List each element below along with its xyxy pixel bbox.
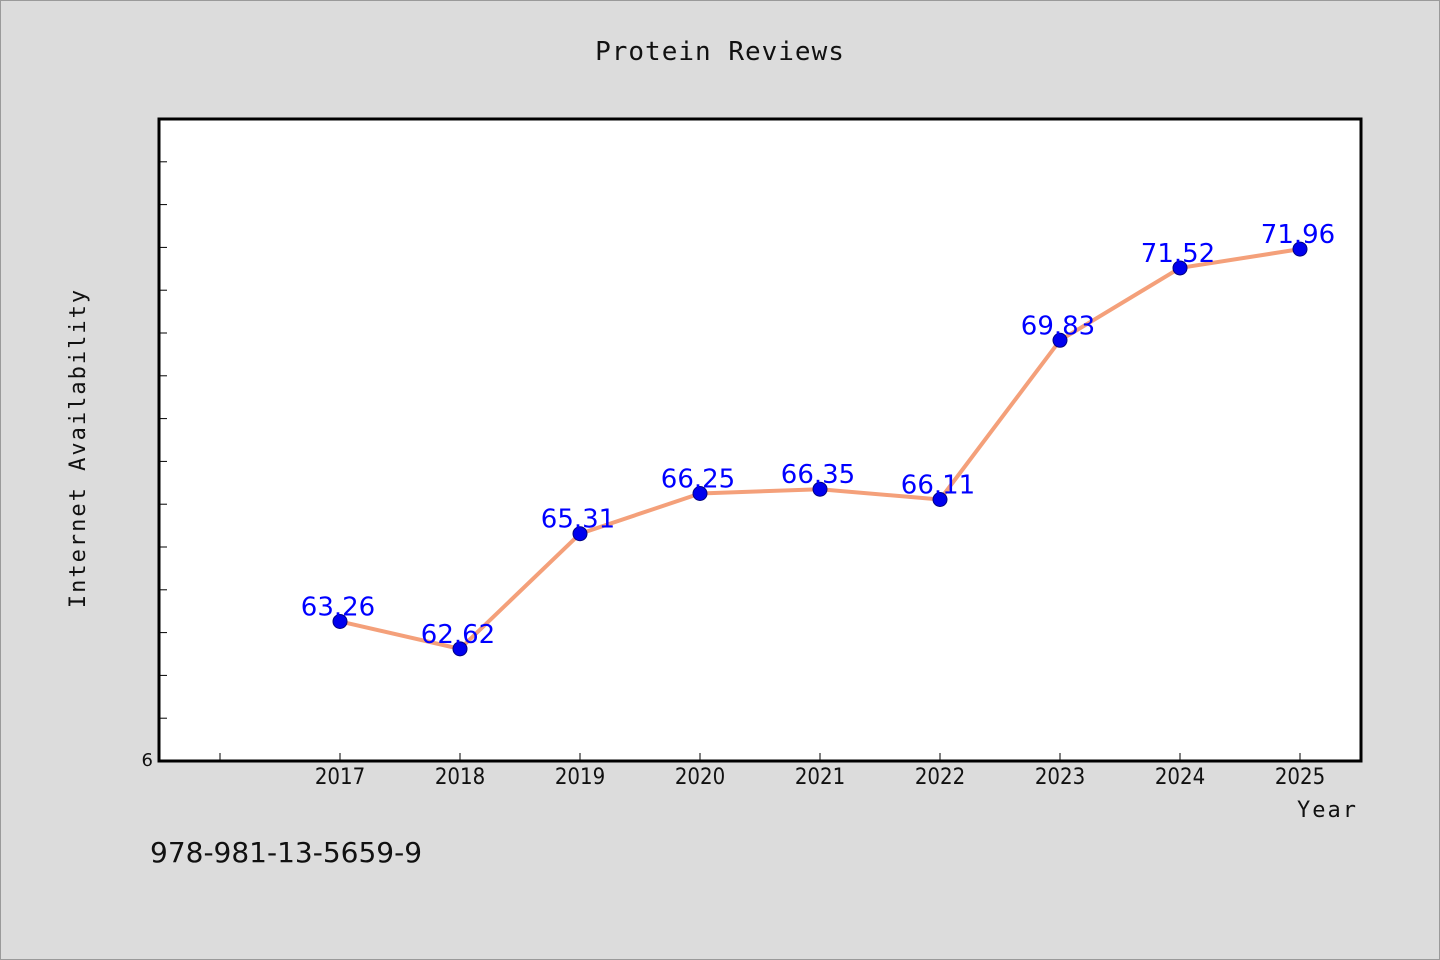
- y-tick-label: 6: [142, 750, 153, 771]
- data-label: 69.83: [1021, 311, 1095, 341]
- data-markers: [332, 241, 1308, 657]
- data-label: 66.11: [901, 470, 975, 500]
- data-label: 63.26: [301, 592, 375, 622]
- y-axis-label: Internet Availability: [66, 288, 91, 608]
- plot-area: [157, 117, 1363, 763]
- chart-title: Protein Reviews: [595, 37, 845, 67]
- x-tick-label: 2020: [675, 765, 725, 790]
- data-label: 71.96: [1261, 220, 1335, 250]
- data-point: [1172, 260, 1188, 276]
- x-tick-label: 2021: [795, 765, 845, 790]
- data-point: [812, 481, 828, 497]
- x-tick-label: 2022: [915, 765, 965, 790]
- x-tick-label: 2018: [435, 765, 485, 790]
- data-point: [932, 491, 948, 507]
- x-tick-label: 2025: [1275, 765, 1325, 790]
- data-point: [1052, 332, 1068, 348]
- x-axis-tick-labels: 2017 2018 2019 2020 2021 2022 2023 2024 2025: [315, 765, 1325, 790]
- x-tick-label: 2019: [555, 765, 605, 790]
- x-axis-ticks: [219, 753, 1301, 761]
- data-point: [572, 526, 588, 542]
- data-point: [692, 486, 708, 501]
- data-point: [1292, 241, 1308, 257]
- data-label: 71.52: [1141, 239, 1215, 269]
- data-labels: 63.26 62.62 65.31 66.25 66.35 66.11 69.83 71.52…: [301, 220, 1335, 650]
- data-label: 66.25: [661, 465, 735, 495]
- x-tick-label: 2017: [315, 765, 365, 790]
- data-point: [332, 613, 348, 629]
- x-tick-label: 2024: [1155, 765, 1205, 790]
- footnote-isbn: 978-981-13-5659-9: [150, 836, 422, 869]
- y-axis-ticks: [159, 118, 167, 762]
- data-label: 65.31: [541, 505, 615, 535]
- data-point: [452, 641, 468, 657]
- x-axis-label: Year: [1297, 798, 1358, 823]
- data-label: 62.62: [421, 620, 495, 650]
- data-label: 66.35: [781, 460, 855, 490]
- x-tick-label: 2023: [1035, 765, 1085, 790]
